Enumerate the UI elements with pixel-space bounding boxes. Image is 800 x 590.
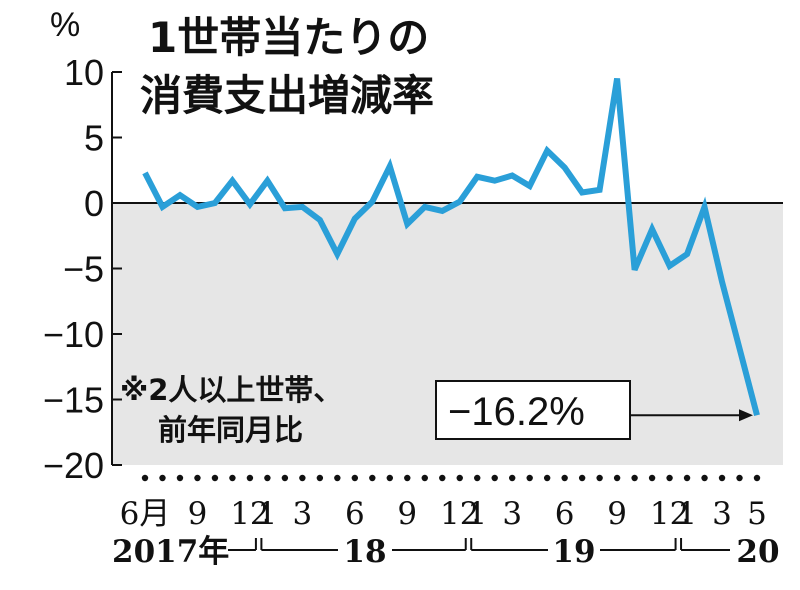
chart-title-line-1: 1世帯当たりの (148, 13, 429, 62)
x-axis-dot (753, 474, 761, 482)
x-axis-dot (281, 474, 289, 482)
x-axis-dot (718, 474, 726, 482)
chart-title-line-2: 消費支出増減率 (140, 71, 434, 120)
x-tick-label: 3 (712, 496, 732, 532)
year-label: 18 (343, 534, 386, 570)
x-axis-dot (334, 474, 341, 482)
callout-arrow-head (739, 409, 753, 422)
x-axis-dot (491, 474, 498, 482)
x-axis-dot (369, 474, 376, 482)
x-tick-label: 3 (293, 496, 313, 532)
x-axis-dot (264, 474, 271, 482)
y-tick-label: 0 (84, 183, 104, 224)
x-axis-dot (526, 474, 533, 482)
x-tick-label: 6 (345, 496, 365, 532)
y-tick-label: −15 (43, 380, 104, 421)
x-tick-label: 12 (440, 496, 479, 532)
x-tick-label: 9 (607, 496, 627, 532)
x-axis-dot (578, 474, 586, 482)
x-tick-label: 12 (650, 496, 689, 532)
y-ticks: 10 5 0 −5 −10 −15 −20 (43, 52, 122, 486)
x-axis-dot (736, 474, 743, 482)
x-axis-dot (561, 474, 568, 482)
series-line (142, 78, 760, 416)
x-tick-labels: 6月 9 121 3 6 9 121 3 6 9 121 3 5 (120, 496, 767, 532)
x-axis-dot (613, 474, 621, 482)
x-tick-label: 3 (502, 496, 522, 532)
x-axis-dots (141, 474, 761, 482)
x-axis-dot (386, 474, 393, 482)
x-axis-dot (176, 474, 184, 482)
x-tick-label: 9 (397, 496, 417, 532)
x-tick-label: 12 (230, 496, 269, 532)
x-axis-dot (194, 474, 201, 482)
year-label: 2017年 (112, 534, 229, 570)
x-axis-dot (456, 474, 463, 482)
x-axis-dot (666, 474, 673, 482)
y-tick-label: −5 (63, 249, 104, 290)
x-axis-dot (211, 474, 219, 482)
x-axis-dot (596, 474, 603, 482)
year-brackets: 2017年 18 19 20 (112, 534, 780, 570)
x-axis-dot (404, 474, 411, 482)
x-axis-dot (159, 474, 166, 482)
x-axis-dot (543, 474, 551, 482)
x-axis-dot (439, 474, 446, 482)
x-axis-dot (421, 474, 428, 482)
y-tick-label: −20 (43, 445, 104, 486)
year-label: 20 (736, 534, 779, 570)
x-axis-dot (229, 474, 236, 482)
x-tick-label: 6月 (120, 496, 171, 532)
x-axis-dot (631, 474, 638, 482)
x-axis-dot (701, 474, 708, 482)
note-line-2: 前年同月比 (158, 413, 303, 447)
y-unit-label: % (50, 6, 80, 44)
x-tick-label: 5 (747, 496, 767, 532)
note-line-1: ※2人以上世帯、 (120, 373, 342, 407)
y-tick-label: 5 (84, 118, 104, 159)
x-axis-dot (648, 474, 656, 482)
x-tick-label: 1 (467, 496, 487, 532)
x-axis-dot (316, 474, 324, 482)
x-axis-dot (683, 474, 691, 482)
x-axis-dot (141, 474, 149, 482)
x-axis-dot (299, 474, 306, 482)
x-axis-dot (351, 474, 359, 482)
x-tick-label: 6 (555, 496, 575, 532)
x-tick-label: 1 (677, 496, 697, 532)
x-axis-dot (246, 474, 254, 482)
callout-label: −16.2% (448, 390, 585, 434)
x-tick-label: 1 (258, 496, 278, 532)
x-axis-dot (509, 474, 516, 482)
callout-box (435, 380, 631, 440)
y-tick-label: 10 (64, 52, 104, 93)
year-label: 19 (552, 534, 595, 570)
y-tick-label: −10 (43, 314, 104, 355)
x-axis-dot (474, 474, 481, 482)
x-tick-label: 9 (188, 496, 208, 532)
